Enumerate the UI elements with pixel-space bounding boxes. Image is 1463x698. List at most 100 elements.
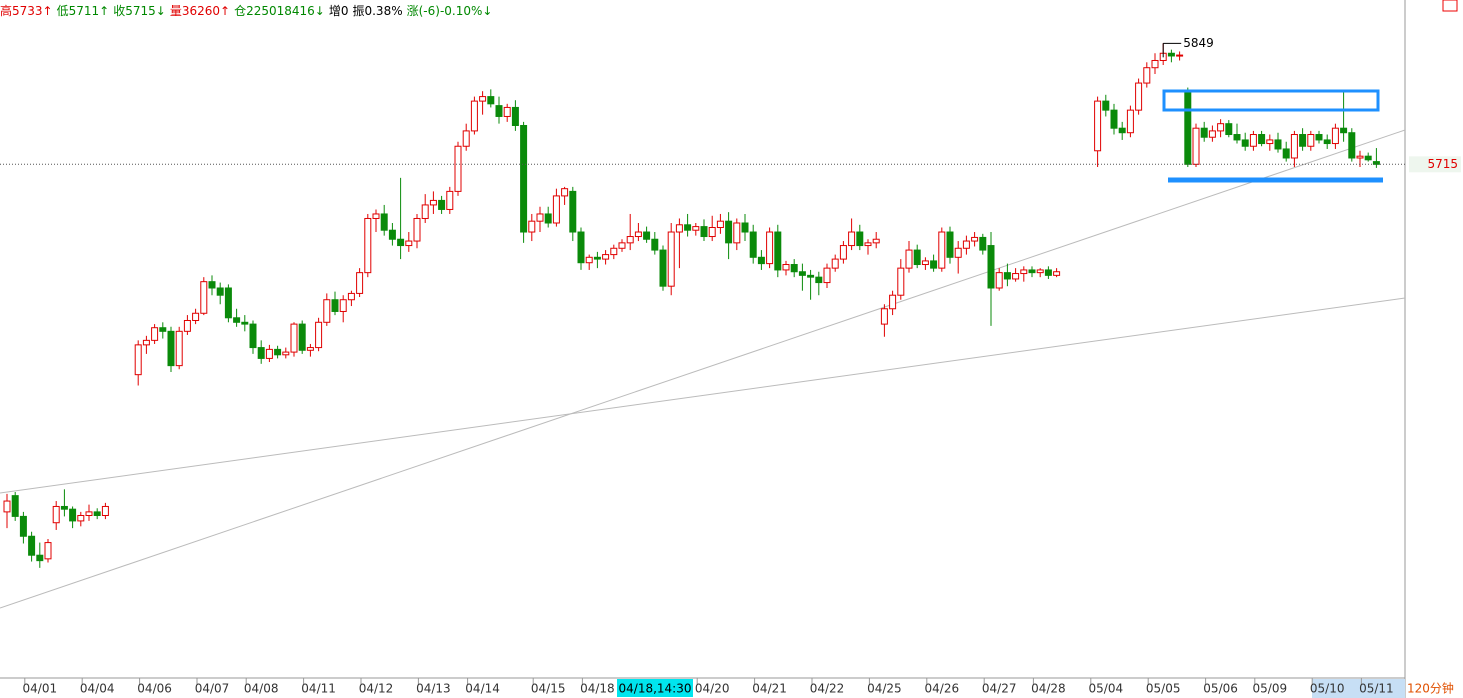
candle-body bbox=[880, 308, 888, 325]
corner-icon[interactable] bbox=[1442, 0, 1458, 12]
candle-body bbox=[815, 276, 823, 284]
candle-body bbox=[651, 238, 659, 251]
candle-body bbox=[831, 258, 839, 269]
candle-body bbox=[807, 274, 815, 278]
x-tick-label: 04/07 bbox=[195, 682, 230, 696]
trend-line bbox=[0, 297, 1406, 494]
candle-body bbox=[11, 495, 19, 517]
candle-body bbox=[987, 245, 995, 289]
candle-body bbox=[1003, 272, 1011, 280]
candle-body bbox=[44, 542, 52, 560]
candle-body bbox=[60, 505, 68, 510]
high-label: 5849 bbox=[1183, 36, 1214, 50]
x-tick-label: 04/27 bbox=[982, 682, 1017, 696]
candle-body bbox=[774, 231, 782, 271]
candle-body bbox=[405, 240, 413, 247]
candle-body bbox=[618, 242, 626, 249]
candle-body bbox=[1110, 109, 1118, 129]
candle-body bbox=[1372, 161, 1380, 165]
candle-body bbox=[208, 281, 216, 289]
candle-body bbox=[544, 213, 552, 224]
candle-body bbox=[413, 217, 421, 242]
candle-body bbox=[28, 535, 36, 556]
candle-body bbox=[569, 190, 577, 233]
candle-body bbox=[938, 231, 946, 269]
candle-body bbox=[1044, 269, 1052, 276]
candle-body bbox=[298, 323, 306, 351]
last-price-label: 5715 bbox=[1427, 157, 1458, 171]
x-tick-label: 05/10 bbox=[1310, 682, 1345, 696]
candle-body bbox=[1020, 269, 1028, 275]
candle-body bbox=[1258, 134, 1266, 145]
candle-body bbox=[1208, 130, 1216, 138]
candle-body bbox=[733, 222, 741, 244]
candle-body bbox=[380, 213, 388, 231]
candle-body bbox=[593, 256, 601, 260]
candle-body bbox=[626, 236, 634, 244]
candle-body bbox=[725, 220, 733, 244]
x-tick-label: 05/11 bbox=[1359, 682, 1394, 696]
candle-body bbox=[306, 347, 314, 351]
candle-body bbox=[356, 272, 364, 294]
candle-body bbox=[602, 254, 610, 260]
candle-body bbox=[1225, 123, 1233, 136]
candle-body bbox=[290, 323, 298, 353]
candle-body bbox=[954, 247, 962, 258]
cursor-label: 04/18,14:30 bbox=[619, 682, 692, 696]
candle-body bbox=[1151, 59, 1159, 69]
candle-body bbox=[1331, 127, 1339, 145]
cursor-label-bg bbox=[617, 679, 693, 697]
candle-body bbox=[1053, 271, 1061, 276]
candle-body bbox=[921, 260, 929, 266]
candle-body bbox=[1241, 139, 1249, 147]
candle-body bbox=[3, 500, 11, 513]
candle-body bbox=[577, 231, 585, 264]
candle-body bbox=[93, 511, 101, 516]
x-tick-label: 04/21 bbox=[752, 682, 787, 696]
candle-body bbox=[1192, 127, 1200, 165]
candle-body bbox=[1143, 67, 1151, 84]
quote-item: 仓225018416↓ bbox=[234, 4, 325, 18]
candle-body bbox=[528, 220, 536, 233]
candle-body bbox=[1094, 100, 1102, 152]
candle-body bbox=[1290, 134, 1298, 159]
range-box bbox=[1162, 89, 1380, 112]
candle-body bbox=[1364, 155, 1372, 161]
candle-body bbox=[864, 242, 872, 247]
candle-body bbox=[388, 229, 396, 240]
candle-body bbox=[69, 508, 77, 522]
candle-body bbox=[610, 247, 618, 256]
x-tick-label: 04/11 bbox=[301, 682, 336, 696]
candle-body bbox=[716, 220, 724, 229]
candle-body bbox=[183, 319, 191, 332]
x-tick-label: 04/12 bbox=[359, 682, 394, 696]
trend-line bbox=[0, 129, 1406, 609]
x-tick-label: 04/06 bbox=[137, 682, 172, 696]
candle-body bbox=[101, 505, 109, 516]
candle-body bbox=[421, 204, 429, 219]
candle-body bbox=[1323, 139, 1331, 145]
candle-body bbox=[159, 327, 167, 332]
candle-body bbox=[257, 347, 265, 359]
candle-body bbox=[1274, 139, 1282, 150]
candle-body bbox=[1167, 52, 1175, 57]
x-tick-label: 04/20 bbox=[695, 682, 730, 696]
candle-body bbox=[265, 348, 273, 359]
candle-body bbox=[995, 272, 1003, 289]
x-tick-label: 04/13 bbox=[416, 682, 451, 696]
candle-body bbox=[1233, 134, 1241, 141]
candle-body bbox=[962, 240, 970, 249]
candle-body bbox=[397, 238, 405, 247]
candle-body bbox=[495, 105, 503, 117]
candle-body bbox=[1282, 148, 1290, 159]
x-tick-label: 05/06 bbox=[1203, 682, 1238, 696]
candle-body bbox=[798, 271, 806, 276]
candle-body bbox=[1356, 155, 1364, 159]
candle-body bbox=[1200, 127, 1208, 138]
candle-body bbox=[249, 323, 257, 349]
candle-body bbox=[790, 264, 798, 273]
x-tick-label: 04/25 bbox=[867, 682, 902, 696]
candle-body bbox=[462, 130, 470, 147]
x-tick-label: 04/28 bbox=[1031, 682, 1066, 696]
